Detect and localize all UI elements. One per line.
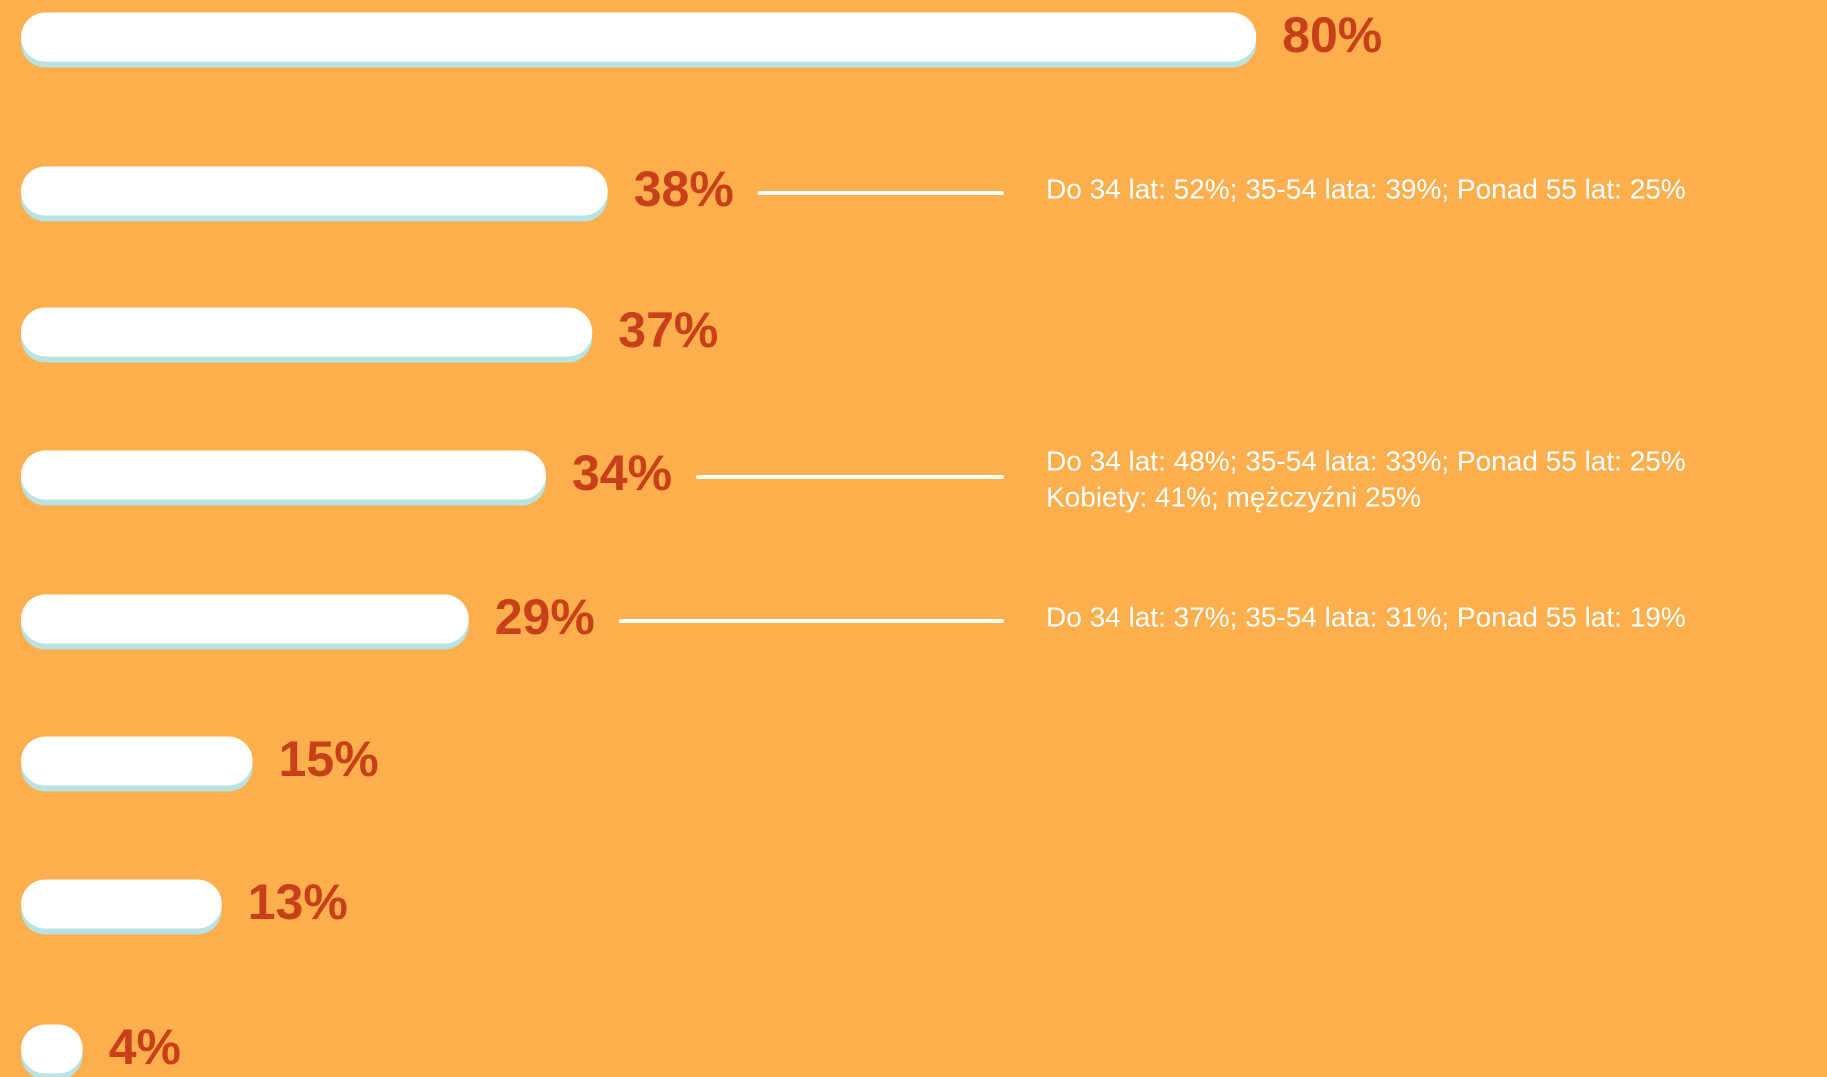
bar	[21, 307, 593, 357]
bar	[21, 12, 1257, 62]
value-label: 15%	[279, 731, 379, 787]
value-label: 13%	[248, 874, 348, 930]
annotation: Kobiety: 41%; mężczyźni 25%	[1046, 481, 1421, 512]
value-label: 37%	[618, 302, 718, 358]
bar	[21, 450, 546, 500]
value-label: 80%	[1282, 7, 1382, 63]
bar	[21, 736, 253, 786]
bar	[21, 1024, 83, 1074]
annotation: Do 34 lat: 52%; 35-54 lata: 39%; Ponad 5…	[1046, 173, 1686, 204]
value-label: 34%	[572, 445, 672, 501]
bar	[21, 594, 469, 644]
annotation: Do 34 lat: 48%; 35-54 lata: 33%; Ponad 5…	[1046, 445, 1686, 476]
value-label: 38%	[634, 161, 734, 217]
value-label: 29%	[495, 589, 595, 645]
bar	[21, 879, 222, 929]
value-label: 4%	[109, 1019, 181, 1075]
annotation: Do 34 lat: 37%; 35-54 lata: 31%; Ponad 5…	[1046, 601, 1686, 632]
bar	[21, 166, 608, 216]
